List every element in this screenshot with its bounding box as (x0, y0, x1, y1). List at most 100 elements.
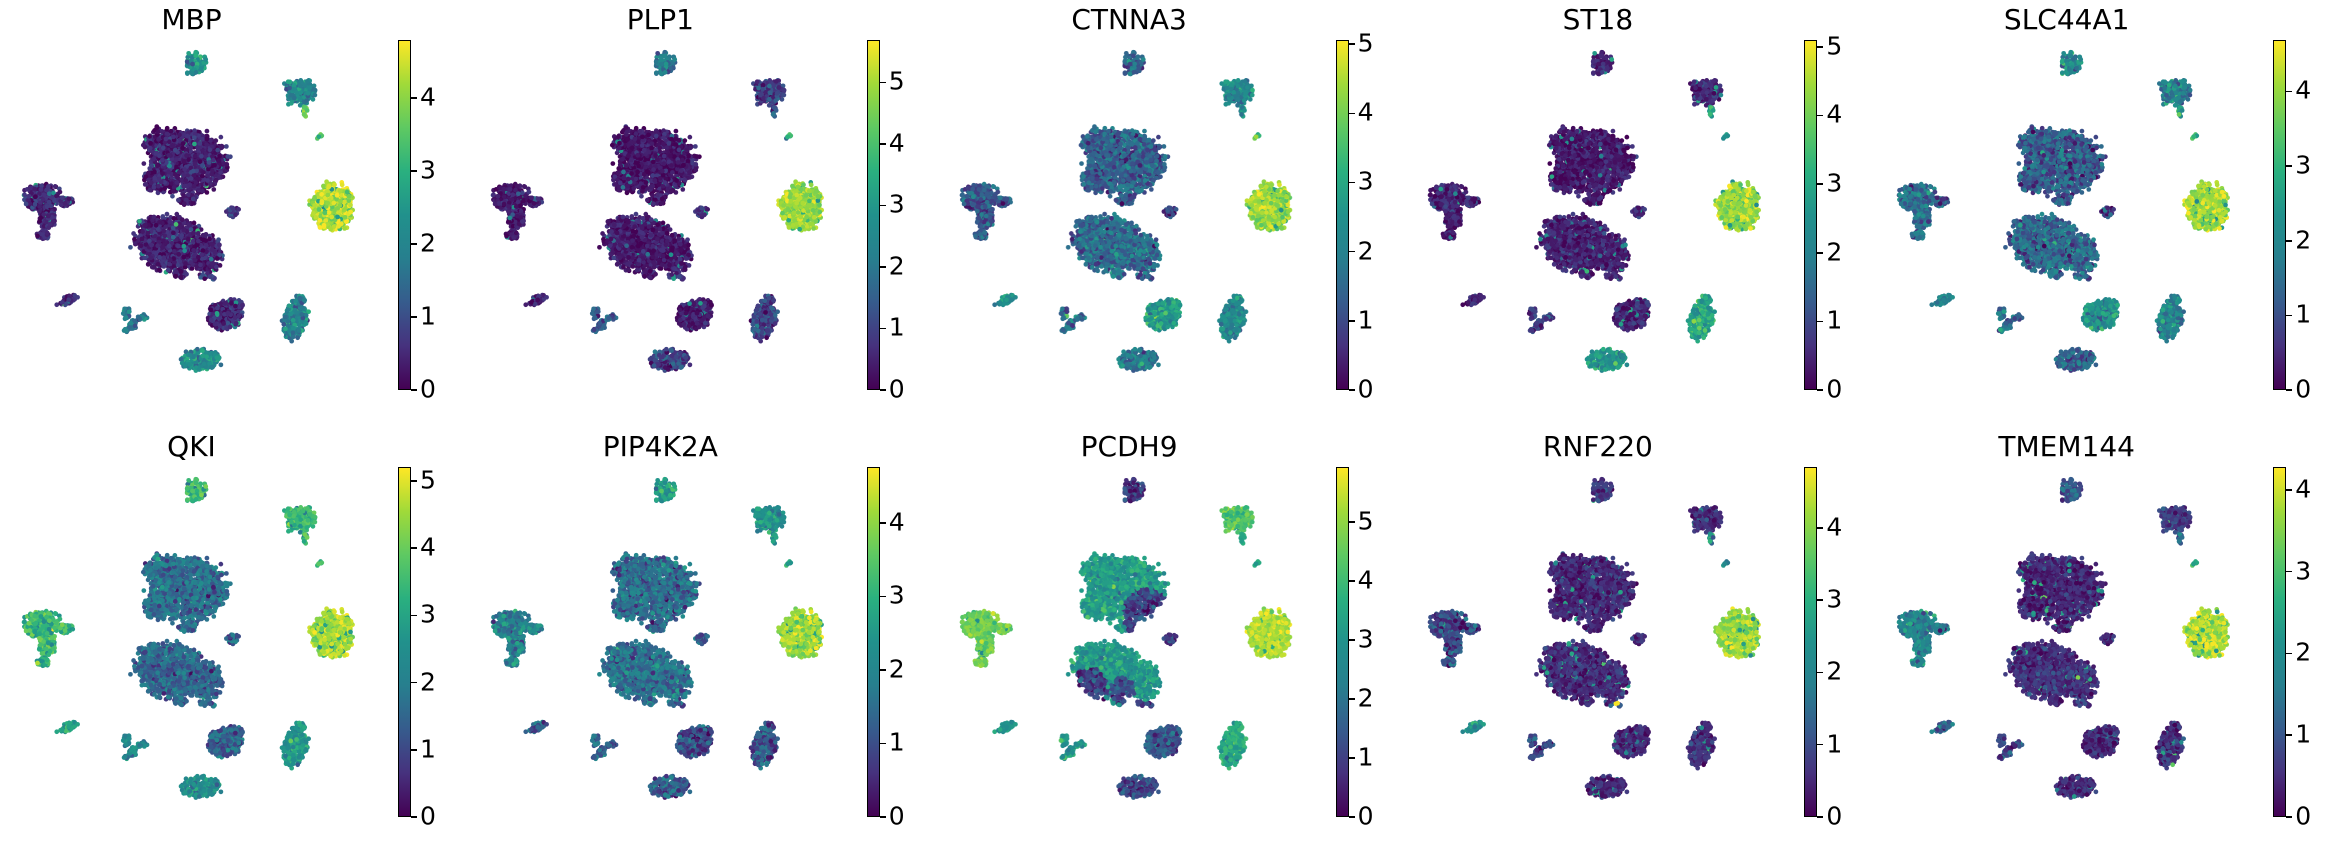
colorbar-tick (879, 204, 886, 207)
colorbar-tick-label: 4 (2295, 474, 2312, 504)
colorbar-tick (2286, 389, 2293, 391)
panel-PCDH9: PCDH9 0 1 2 3 4 5 (937, 427, 1407, 854)
panel-CTNNA3: CTNNA3 0 1 2 3 4 5 (937, 0, 1407, 427)
colorbar-tick-label: 3 (2295, 150, 2312, 180)
colorbar-tick-label: 1 (420, 734, 436, 764)
colorbar-MBP (398, 40, 411, 390)
colorbar-tick-label: 2 (2295, 637, 2312, 667)
umap-scatter-RNF220 (1406, 427, 1876, 854)
colorbar-tick (2286, 816, 2293, 818)
colorbar-tick-label: 0 (2295, 801, 2312, 831)
colorbar-tick (879, 816, 886, 818)
colorbar-tick-label: 0 (1826, 374, 1843, 404)
colorbar-tick (879, 266, 886, 268)
colorbar-tick (411, 749, 417, 751)
colorbar-SLC44A1 (2273, 40, 2287, 390)
panel-title: RNF220 (1542, 430, 1653, 463)
colorbar-tick-label: 1 (1357, 305, 1374, 335)
colorbar-tick (1348, 757, 1355, 759)
colorbar-tick-label: 2 (888, 251, 905, 281)
colorbar-tick (2286, 652, 2293, 655)
colorbar-tick-label: 0 (420, 801, 436, 831)
colorbar-tick-label: 0 (420, 374, 436, 404)
colorbar-tick (411, 316, 417, 318)
colorbar-tick-label: 2 (420, 228, 436, 258)
colorbar-tick-label: 1 (1826, 305, 1843, 335)
colorbar-tick-label: 3 (888, 580, 905, 610)
colorbar-tick (1348, 389, 1355, 391)
colorbar-tick (411, 480, 417, 482)
colorbar-tick-label: 1 (2295, 299, 2312, 329)
panel-title: PCDH9 (1080, 430, 1178, 463)
panel-title: TMEM144 (1998, 430, 2135, 463)
colorbar-tick (2286, 90, 2293, 93)
umap-scatter-SLC44A1 (1875, 0, 2344, 427)
panel-title: ST18 (1562, 3, 1634, 36)
panel-title: MBP (161, 3, 222, 36)
colorbar-tick (1348, 580, 1355, 582)
panel-title: PLP1 (626, 3, 694, 36)
colorbar-tick-label: 0 (1357, 374, 1374, 404)
colorbar-tick-label: 4 (1826, 512, 1843, 542)
colorbar-tick (1348, 639, 1355, 641)
panel-ST18: ST18 0 1 2 3 4 5 (1406, 0, 1876, 427)
panel-RNF220: RNF220 0 1 2 3 4 (1406, 427, 1876, 854)
colorbar-tick (1348, 521, 1355, 523)
umap-scatter-PIP4K2A (468, 427, 938, 854)
panel-SLC44A1: SLC44A1 0 1 2 3 4 (1875, 0, 2344, 427)
colorbar-tick (1348, 181, 1355, 184)
colorbar-tick (1348, 698, 1355, 700)
colorbar-tick (411, 169, 417, 172)
colorbar-tick (1817, 599, 1824, 601)
colorbar-tick (1817, 251, 1824, 254)
colorbar-tick (879, 522, 886, 524)
colorbar-tick-label: 3 (1826, 584, 1843, 614)
colorbar-tick (2286, 734, 2293, 737)
colorbar-tick-label: 3 (1826, 168, 1843, 198)
colorbar-tick (411, 243, 417, 245)
colorbar-tick (2286, 239, 2293, 242)
colorbar-tick-label: 2 (888, 654, 905, 684)
panel-title: CTNNA3 (1071, 3, 1187, 36)
colorbar-tick-label: 4 (1357, 565, 1374, 595)
colorbar-tick-label: 5 (1357, 506, 1374, 536)
panel-TMEM144: TMEM144 0 1 2 3 4 (1875, 427, 2344, 854)
panel-title: SLC44A1 (2003, 3, 2130, 36)
colorbar-QKI (398, 467, 411, 817)
colorbar-tick-label: 3 (420, 155, 436, 185)
colorbar-tick-label: 0 (1826, 801, 1843, 831)
colorbar-tick-label: 4 (420, 82, 436, 112)
panel-PIP4K2A: PIP4K2A 0 1 2 3 4 (468, 427, 938, 854)
colorbar-tick-label: 4 (1826, 99, 1843, 129)
colorbar-tick (879, 389, 886, 391)
umap-scatter-MBP (0, 0, 469, 427)
colorbar-tick (411, 96, 417, 99)
colorbar-tick (879, 143, 886, 145)
colorbar-tick-label: 3 (2295, 556, 2312, 586)
umap-scatter-PCDH9 (937, 427, 1407, 854)
colorbar-tick (879, 81, 886, 84)
umap-scatter-QKI (0, 427, 469, 854)
colorbar-tick (1817, 389, 1824, 391)
colorbar-PCDH9 (1335, 467, 1349, 817)
colorbar-tick-label: 0 (1357, 801, 1374, 831)
colorbar-tick (879, 669, 886, 671)
colorbar-tick-label: 3 (1357, 624, 1374, 654)
colorbar-tick (1817, 320, 1824, 323)
colorbar-tick (1817, 183, 1824, 185)
colorbar-tick (1817, 671, 1824, 674)
umap-scatter-CTNNA3 (937, 0, 1407, 427)
colorbar-tick-label: 0 (888, 374, 905, 404)
umap-scatter-TMEM144 (1875, 427, 2344, 854)
colorbar-tick (2286, 489, 2293, 491)
colorbar-tick (1817, 743, 1824, 746)
colorbar-tick-label: 3 (420, 599, 436, 629)
colorbar-RNF220 (1804, 467, 1818, 817)
colorbar-tick (411, 389, 417, 391)
colorbar-tick (2286, 570, 2293, 573)
colorbar-tick (1348, 112, 1355, 115)
colorbar-tick (2286, 165, 2293, 167)
colorbar-tick (1817, 46, 1824, 48)
colorbar-tick (411, 816, 417, 818)
